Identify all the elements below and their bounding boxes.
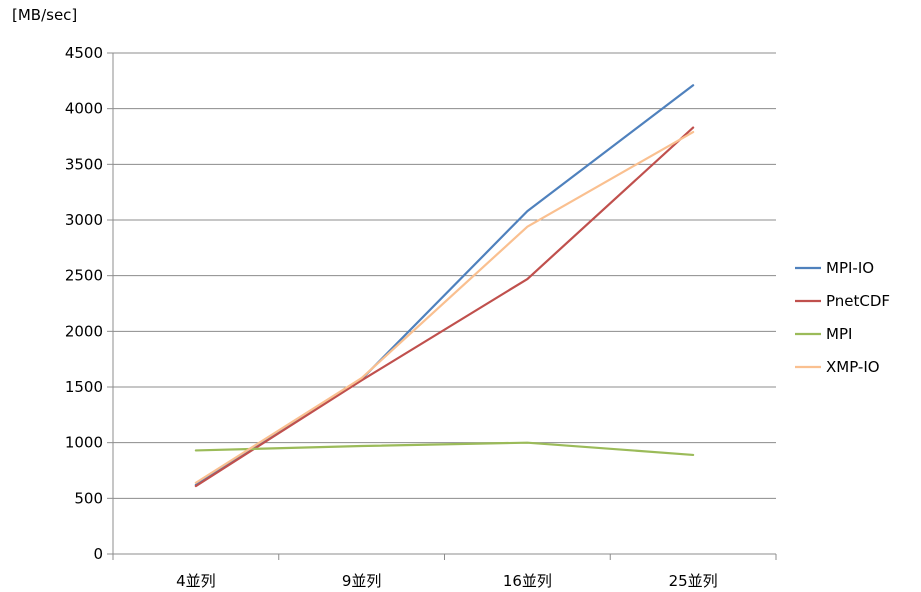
series-lines (194, 84, 695, 488)
series-line-xmp-io (194, 130, 695, 484)
y-tick-label: 0 (93, 545, 103, 563)
y-tick-label: 4000 (65, 100, 103, 118)
y-tick-label: 3000 (65, 211, 103, 229)
x-tick-label: 16並列 (503, 572, 552, 590)
series-line-mpi-io (194, 84, 695, 487)
x-tick-label: 4並列 (176, 572, 216, 590)
y-axis-unit-label: [MB/sec] (12, 6, 78, 24)
y-tick-label: 2000 (65, 322, 103, 340)
y-tick-label: 4500 (65, 44, 103, 62)
y-tick-label: 3500 (65, 155, 103, 173)
series-line-pnetcdf (194, 126, 695, 488)
x-tick-label: 25並列 (669, 572, 718, 590)
legend: MPI-IO PnetCDF MPI XMP-IO (795, 259, 890, 376)
series-line-mpi (194, 441, 695, 457)
y-tick-label: 1500 (65, 378, 103, 396)
legend-label-pnetcdf: PnetCDF (826, 292, 890, 310)
axes: 0 500 1000 1500 2000 2500 3000 3500 4000 4500 4並列 9… (65, 44, 777, 590)
legend-label-mpi-io: MPI-IO (826, 259, 874, 277)
y-tick-label: 2500 (65, 267, 103, 285)
legend-label-xmp-io: XMP-IO (826, 358, 880, 376)
gridlines (113, 52, 776, 499)
x-tick-label: 9並列 (342, 572, 382, 590)
legend-label-mpi: MPI (826, 325, 852, 343)
y-tick-label: 500 (74, 489, 103, 507)
y-tick-label: 1000 (65, 434, 103, 452)
